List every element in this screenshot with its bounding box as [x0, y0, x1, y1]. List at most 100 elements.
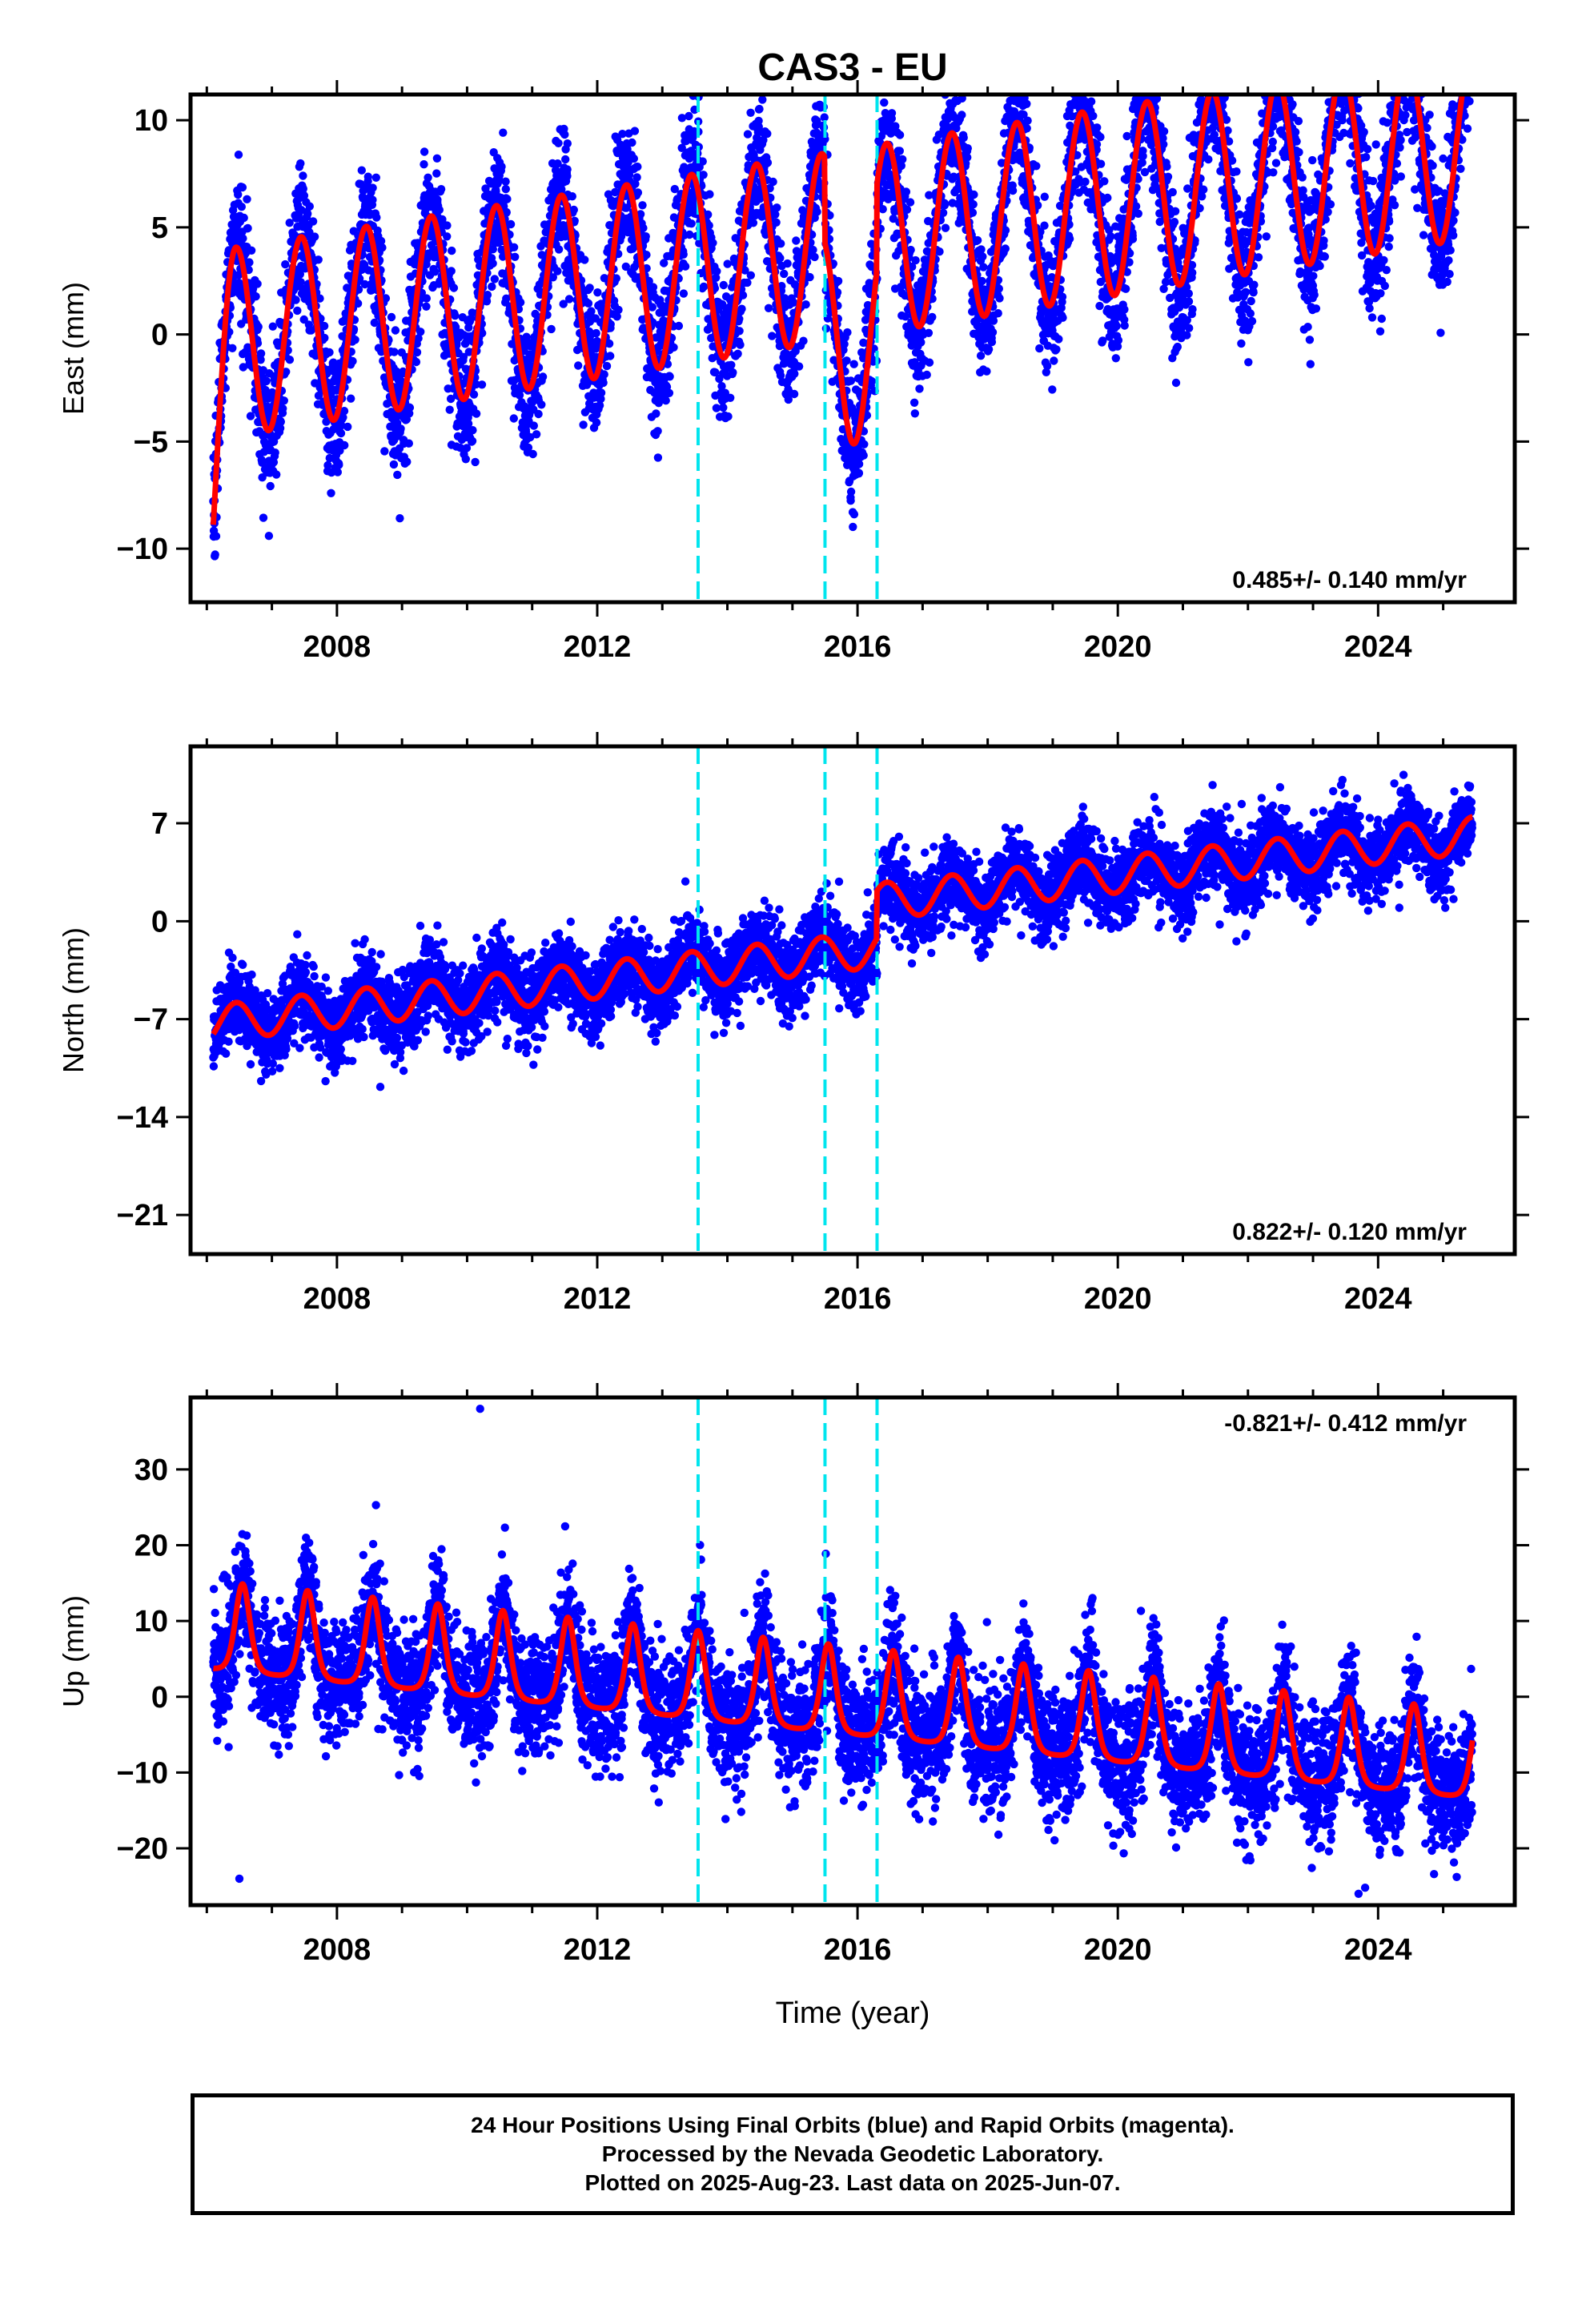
east-point-411	[285, 219, 294, 227]
east-point-883	[371, 173, 380, 182]
east-point-725	[343, 283, 351, 292]
east-point-2395	[648, 283, 658, 292]
east-point-324	[269, 458, 279, 467]
east-point-4714	[1079, 75, 1087, 83]
east-point-4352	[1013, 82, 1021, 90]
east-point-158	[238, 183, 247, 192]
east-point-2556	[679, 289, 689, 298]
east-point-1493	[483, 291, 492, 300]
east-point-676	[333, 468, 342, 476]
east-point-729	[343, 422, 352, 432]
east-point-1160	[422, 294, 431, 303]
east-point-757	[348, 356, 357, 366]
east-point-4362	[1015, 66, 1023, 74]
east-point-4674	[1072, 83, 1080, 91]
east-point-1517	[488, 282, 496, 292]
east-point-3885	[925, 358, 934, 367]
east-point-4675	[1072, 84, 1080, 92]
east-point-2814	[727, 360, 736, 369]
east-point-4502	[1040, 192, 1050, 201]
east-point-4178	[979, 263, 988, 271]
east-point-3233	[805, 272, 814, 282]
east-point-2045	[584, 299, 593, 308]
east-point-4719	[1080, 61, 1088, 69]
east-point-551	[310, 232, 319, 241]
east-point-3439	[843, 328, 852, 337]
east-point-1108	[412, 348, 422, 357]
figure-title: CAS3 - EU	[757, 46, 947, 89]
east-point-604	[320, 333, 329, 343]
east-point-3260	[810, 252, 819, 262]
east-point-1594	[501, 177, 510, 186]
east-point-363	[276, 417, 285, 426]
east-point-1375	[461, 455, 470, 464]
east-point-232	[251, 292, 260, 301]
east-point-3804	[909, 398, 919, 407]
east-point-2919	[746, 271, 755, 279]
east-point-4859	[1106, 232, 1115, 241]
east-point-3474	[849, 360, 858, 368]
east-point-4901	[1114, 336, 1123, 345]
east-point-4360	[1014, 76, 1022, 84]
east-point-1645	[511, 252, 520, 261]
east-point-2663	[699, 171, 708, 179]
east-point-3004	[763, 129, 772, 139]
east-point-1272	[443, 221, 452, 230]
east-point-360	[275, 424, 285, 432]
east-point-1158	[422, 302, 431, 311]
east-point-930	[380, 447, 389, 456]
east-point-875	[370, 318, 379, 328]
east-point-4171	[978, 276, 986, 286]
east-point-4331	[1009, 64, 1017, 72]
east-point-1016	[396, 514, 404, 523]
east-point-1991	[574, 361, 583, 370]
east-point-4543	[1048, 385, 1057, 394]
east-point-969	[387, 312, 396, 322]
east-point-2901	[743, 278, 752, 287]
east-point-3831	[915, 384, 924, 393]
east-point-1420	[469, 390, 479, 399]
east-point-2060	[587, 307, 596, 316]
east-point-806	[357, 166, 366, 175]
east-point-4724	[1081, 177, 1090, 187]
east-point-492	[299, 191, 309, 200]
east-point-257	[256, 356, 265, 364]
east-point-1069	[405, 403, 415, 412]
east-point-1002	[393, 470, 402, 480]
east-point-695	[337, 421, 346, 430]
east-point-3899	[928, 312, 937, 322]
east-point-4756	[1086, 97, 1096, 106]
east-point-686	[335, 364, 344, 373]
east-point-2851	[733, 349, 742, 358]
east-point-4374	[1017, 75, 1025, 83]
east-point-132	[234, 190, 243, 199]
east-point-3972	[941, 223, 950, 232]
east-point-2114	[596, 388, 606, 397]
east-point-917	[378, 243, 387, 252]
east-point-1021	[396, 424, 405, 433]
east-point-2688	[704, 210, 713, 219]
east-point-2130	[600, 370, 608, 379]
east-point-1932	[563, 139, 572, 148]
east-point-2918	[746, 108, 755, 117]
east-point-4676	[1072, 42, 1080, 50]
east-point-2770	[719, 403, 728, 412]
east-point-3637	[880, 98, 889, 107]
east-point-332	[271, 448, 279, 457]
east-point-202	[246, 412, 255, 420]
east-point-2157	[604, 339, 614, 348]
east-point-3211	[801, 300, 810, 309]
east-point-1146	[420, 160, 428, 169]
east-point-4029	[952, 85, 960, 93]
east-point-2291	[629, 154, 638, 163]
east-point-4696	[1076, 74, 1084, 82]
east-point-2823	[729, 368, 737, 377]
east-point-985	[390, 348, 399, 356]
east-point-1749	[529, 421, 538, 430]
east-point-4038	[954, 78, 962, 86]
east-point-4798	[1095, 301, 1104, 311]
east-point-2336	[638, 201, 647, 210]
east-point-285	[262, 376, 271, 385]
east-point-603	[319, 321, 329, 331]
